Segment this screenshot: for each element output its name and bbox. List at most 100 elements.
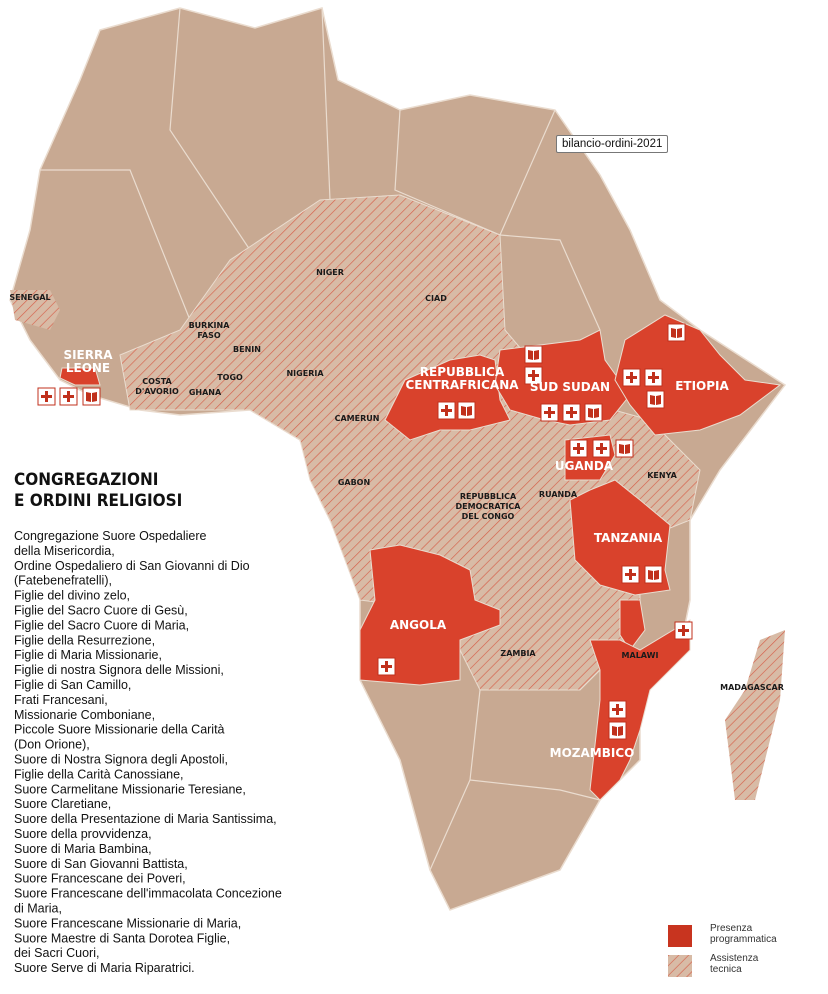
panel-line: Figlie della Resurrezione, [14,633,155,647]
country-label: D'AVORIO [135,387,179,396]
panel-line: Congregazione Suore Ospedaliere [14,529,207,543]
panel-line: Ordine Ospedaliero di San Giovanni di Di… [14,559,250,573]
panel-line: Suore Carmelitane Missionarie Teresiane, [14,782,246,796]
country-label: ETIOPIA [675,379,729,393]
book-icon-page [619,444,630,454]
cross-icon-bar [41,395,52,398]
panel-line: Suore Serve di Maria Riparatrici. [14,961,195,975]
country-label: NIGERIA [286,369,324,378]
panel-line: Figlie di Maria Missionarie, [14,648,162,662]
country-label: MALAWI [622,651,659,660]
cross-icon-bar [381,665,392,668]
book-icon [646,390,665,409]
cross-icon-bar [573,447,584,450]
country-label: TOGO [217,373,243,382]
country-label: GABON [338,478,370,487]
country-label: MOZAMBICO [550,746,635,760]
panel-line: (Fatebenefratelli), [14,574,112,588]
country-label: BENIN [233,345,261,354]
panel-line: Missionarie Comboniane, [14,708,155,722]
book-icon [667,323,686,342]
hatched-area [10,290,60,330]
panel-line: Figlie del Sacro Cuore di Gesù, [14,604,188,618]
country-label: SENEGAL [9,293,50,302]
book-icon [524,345,543,364]
book-icon [608,721,627,740]
panel-line: Suore Francescane dei Poveri, [14,872,186,886]
cross-icon-bar [566,411,577,414]
book-icon-page [86,392,97,402]
panel-title: CONGREGAZIONI [14,470,158,490]
book-icon-page [528,350,539,360]
panel-line: Piccole Suore Missionarie della Carità [14,723,225,737]
panel-line: Suore della Presentazione di Maria Santi… [14,812,277,826]
book-icon [644,565,663,584]
country-label: NIGER [316,268,344,277]
country-label: CENTRAFRICANA [405,378,519,392]
country-label: BURKINA [189,321,231,330]
panel-line: (Don Orione), [14,738,90,752]
book-icon-page [612,726,623,736]
panel-line: Suore di Nostra Signora degli Apostoli, [14,753,228,767]
country-label: DEL CONGO [462,512,515,521]
country-label: MADAGASCAR [720,683,784,692]
book-icon-page [588,408,599,418]
country-label: CIAD [425,294,447,303]
legend-swatch [668,955,692,977]
legend-label: programmatica [710,934,777,945]
cross-icon-bar [648,376,659,379]
tooltip: bilancio-ordini-2021 [556,135,669,153]
country-label: REPUBBLICA [460,492,517,501]
country-label: DEMOCRATICA [456,502,522,511]
panel-line: Figlie di nostra Signora delle Missioni, [14,663,224,677]
country-label: KENYA [647,471,677,480]
cross-icon-bar [528,374,539,377]
cross-icon-bar [678,629,689,632]
panel-line: di Maria, [14,902,62,916]
borders [40,7,601,871]
country-label: TANZANIA [594,531,663,545]
panel-line: Figlie del divino zelo, [14,589,130,603]
country-label: SUD SUDAN [530,380,610,394]
country-label: SIERRA [63,348,113,362]
legend-label: Presenza [710,923,753,934]
country-label: RUANDA [539,490,578,499]
hatched-area [725,630,785,800]
panel-line: Suore di San Giovanni Battista, [14,857,188,871]
book-icon [82,387,101,406]
legend-label: tecnica [710,964,742,975]
panel-line: Figlie della Carità Canossiane, [14,767,184,781]
cross-icon-bar [625,573,636,576]
panel-line: Suore di Maria Bambina, [14,842,152,856]
icons [37,323,693,740]
book-icon [457,401,476,420]
country-label: ANGOLA [390,618,447,632]
book-icon [615,439,634,458]
cross-icon-bar [441,409,452,412]
book-icon-page [648,570,659,580]
legend-label: Assistenza [710,953,759,964]
cross-icon-bar [63,395,74,398]
cross-icon-bar [544,411,555,414]
cross-icon-bar [626,376,637,379]
panel-line: Suore Francescane Missionarie di Maria, [14,916,241,930]
panel-line: Figlie del Sacro Cuore di Maria, [14,618,189,632]
country-label: UGANDA [555,459,614,473]
panel-line: Suore Maestre di Santa Dorotea Figlie, [14,931,230,945]
panel-line: Frati Francesani, [14,693,108,707]
book-icon-page [650,395,661,405]
cross-icon-bar [596,447,607,450]
country-label: ZAMBIA [500,649,536,658]
country-label: CAMERUN [335,414,380,423]
cross-icon-bar [612,708,623,711]
panel-line: Suore della provvidenza, [14,827,152,841]
panel-line: Suore Claretiane, [14,797,111,811]
book-icon-page [671,328,682,338]
panel-title: E ORDINI RELIGIOSI [14,491,182,511]
country-label: FASO [197,331,221,340]
panel-line: della Misericordia, [14,544,115,558]
